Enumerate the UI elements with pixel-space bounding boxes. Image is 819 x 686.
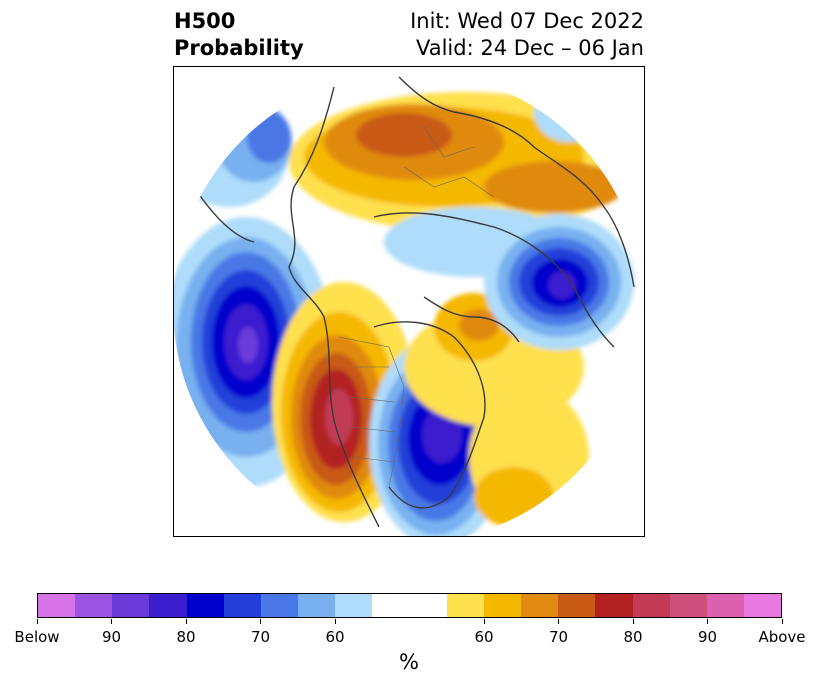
colorbar-swatch xyxy=(149,594,187,617)
title-metric: Probability xyxy=(174,36,304,60)
colorbar-swatch xyxy=(112,594,150,617)
colorbar-swatch xyxy=(483,594,522,617)
colorbar-unit-label: % xyxy=(399,650,419,674)
probability-map xyxy=(174,71,644,536)
colorbar-tick xyxy=(558,619,559,624)
colorbar-tick xyxy=(632,619,634,624)
colorbar-tick-label: 60 xyxy=(474,628,494,646)
colorbar-tick xyxy=(111,619,112,624)
colorbar-swatch xyxy=(298,594,336,617)
colorbar-swatch xyxy=(409,594,447,617)
colorbar-tick xyxy=(36,619,38,624)
colorbar-swatch xyxy=(260,594,299,617)
colorbar-swatch xyxy=(632,594,670,617)
colorbar-swatch xyxy=(372,594,410,617)
map-title: H500 Probability xyxy=(174,8,304,62)
colorbar-tick-label: 70 xyxy=(548,628,569,646)
colorbar-swatch xyxy=(521,594,559,617)
colorbar-swatch xyxy=(558,594,596,617)
colorbar-tick-label: Below xyxy=(14,628,60,646)
map-panel xyxy=(173,66,645,537)
colorbar-swatch xyxy=(186,594,224,617)
colorbar-swatch xyxy=(223,594,261,617)
colorbar-tick-label: 80 xyxy=(176,628,196,646)
colorbar-swatch xyxy=(75,594,113,617)
colorbar-tick xyxy=(185,619,187,624)
colorbar-swatch xyxy=(38,594,76,617)
colorbar-swatch xyxy=(595,594,633,617)
colorbar-swatch xyxy=(706,594,744,617)
colorbar-tick-label: Above xyxy=(758,628,806,646)
valid-range: Valid: 24 Dec – 06 Jan xyxy=(415,36,644,60)
colorbar-tick xyxy=(334,619,336,624)
colorbar-tick xyxy=(707,619,708,624)
colorbar-tick-label: 60 xyxy=(325,628,345,646)
colorbar-tick-label: 70 xyxy=(250,628,271,646)
colorbar-swatch xyxy=(446,594,484,617)
colorbar-tick-label: 80 xyxy=(623,628,643,646)
colorbar-swatch xyxy=(743,594,782,617)
political-borders xyxy=(338,126,495,488)
colorbar-tick xyxy=(260,619,261,624)
colorbar-swatch xyxy=(669,594,707,617)
colorbar-tick-label: 90 xyxy=(697,628,718,646)
title-variable: H500 xyxy=(174,9,236,33)
coastlines xyxy=(193,76,635,528)
colorbar-tick xyxy=(781,619,783,624)
colorbar-tick-label: 90 xyxy=(101,628,122,646)
colorbar-swatch xyxy=(335,594,373,617)
init-date: Init: Wed 07 Dec 2022 xyxy=(410,9,644,33)
colorbar xyxy=(37,593,782,618)
colorbar-tick xyxy=(483,619,485,624)
map-dates: Init: Wed 07 Dec 2022 Valid: 24 Dec – 06… xyxy=(410,8,644,62)
